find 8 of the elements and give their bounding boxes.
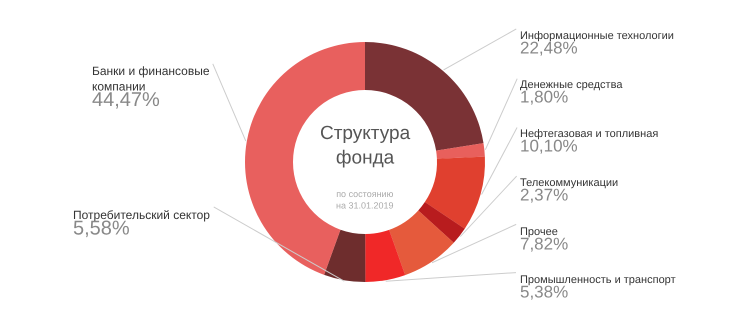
donut-slice (418, 202, 465, 243)
text: Структура фонда (320, 123, 411, 169)
text: по состоянию на 31.01.2019 (336, 189, 394, 211)
donut-slice (436, 143, 485, 159)
donut-slice (424, 156, 485, 229)
donut-slice (365, 230, 406, 282)
donut-slice (324, 230, 366, 282)
donut-slice (389, 210, 454, 276)
